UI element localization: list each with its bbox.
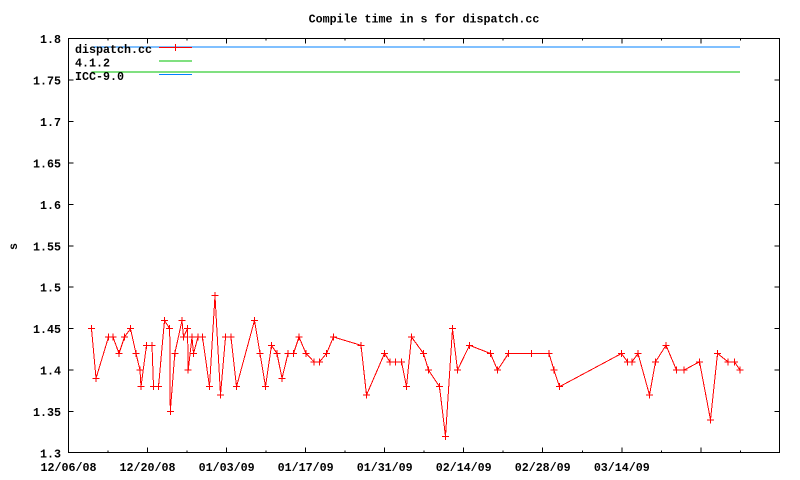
svg-text:ICC-9.0: ICC-9.0	[75, 70, 124, 84]
svg-text:03/14/09: 03/14/09	[594, 461, 650, 475]
svg-text:1.35: 1.35	[33, 406, 61, 420]
svg-text:1.5: 1.5	[40, 282, 61, 296]
svg-text:1.75: 1.75	[33, 75, 61, 89]
svg-text:1.45: 1.45	[33, 323, 61, 337]
svg-text:02/14/09: 02/14/09	[436, 461, 492, 475]
svg-text:1.6: 1.6	[40, 199, 61, 213]
svg-text:1.7: 1.7	[40, 116, 61, 130]
svg-text:12/06/08: 12/06/08	[41, 461, 97, 475]
svg-text:dispatch.cc: dispatch.cc	[75, 43, 152, 57]
svg-text:12/20/08: 12/20/08	[120, 461, 176, 475]
svg-text:s: s	[7, 243, 21, 250]
svg-text:01/31/09: 01/31/09	[357, 461, 413, 475]
svg-text:1.65: 1.65	[33, 157, 61, 171]
svg-text:02/28/09: 02/28/09	[515, 461, 571, 475]
svg-text:4.1.2: 4.1.2	[75, 57, 110, 71]
svg-text:Compile time in s for dispatch: Compile time in s for dispatch.cc	[309, 12, 540, 26]
svg-text:01/03/09: 01/03/09	[199, 461, 255, 475]
svg-text:1.8: 1.8	[40, 33, 61, 47]
svg-text:1.3: 1.3	[40, 448, 61, 462]
svg-text:1.4: 1.4	[40, 365, 61, 379]
svg-text:01/17/09: 01/17/09	[278, 461, 334, 475]
svg-text:1.55: 1.55	[33, 240, 61, 254]
